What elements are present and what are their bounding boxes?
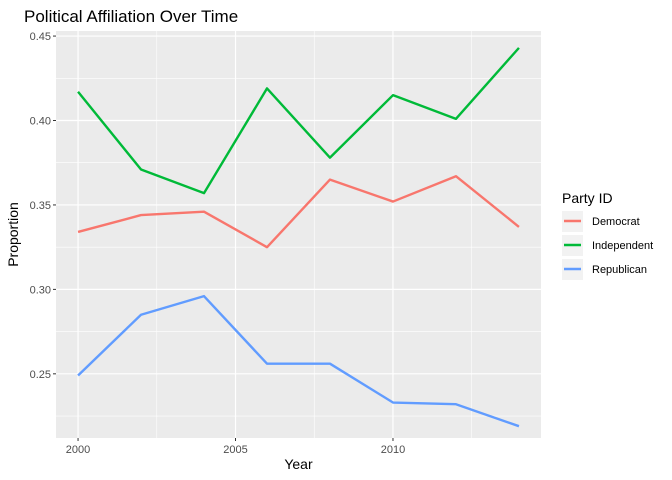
- legend-label-independent: Independent: [592, 240, 653, 252]
- x-axis-title: Year: [284, 456, 313, 472]
- series-line-republican: [77, 294, 520, 428]
- y-tick-label: 0.40: [30, 116, 51, 128]
- legend-label-republican: Republican: [592, 264, 647, 276]
- y-axis-title: Proportion: [5, 202, 21, 267]
- series-lines: [77, 47, 520, 428]
- y-tick-label: 0.30: [30, 284, 51, 296]
- chart-title: Political Affiliation Over Time: [24, 7, 238, 26]
- legend-label-democrat: Democrat: [592, 216, 640, 228]
- series-line-independent: [77, 47, 520, 195]
- legend: Party ID Democrat Independent Republican: [562, 190, 653, 280]
- x-tick-label: 2005: [223, 444, 247, 456]
- series-line-democrat: [77, 175, 520, 249]
- x-tick-label: 2000: [66, 444, 90, 456]
- tick-labels: 2000 2005 2010 0.25 0.30 0.35 0.40 0.45: [30, 31, 406, 456]
- plot-panel: [56, 31, 541, 438]
- axis-ticks: [53, 35, 394, 441]
- x-tick-label: 2010: [381, 444, 405, 456]
- y-tick-label: 0.25: [30, 369, 51, 381]
- y-tick-label: 0.35: [30, 200, 51, 212]
- legend-title: Party ID: [562, 190, 613, 206]
- y-tick-label: 0.45: [30, 31, 51, 43]
- major-gridlines: [56, 31, 541, 438]
